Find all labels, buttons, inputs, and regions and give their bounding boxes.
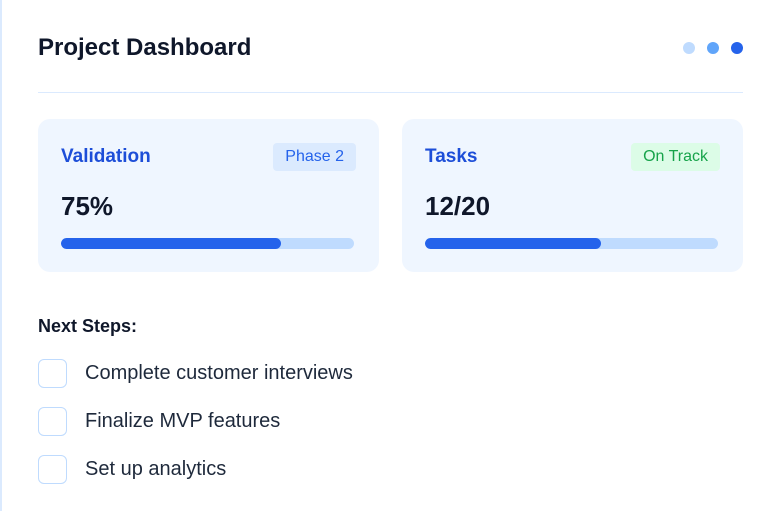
checkbox[interactable] — [38, 455, 67, 484]
card-edge — [0, 0, 2, 511]
card-label: Validation — [61, 146, 151, 167]
step-text: Set up analytics — [85, 458, 227, 480]
progress-track — [61, 238, 354, 249]
page-dot[interactable] — [731, 42, 743, 54]
card: Tasks On Track 12/20 — [402, 119, 743, 272]
value: 75% — [61, 191, 114, 221]
value: 12/20 — [425, 191, 491, 221]
page-dot[interactable] — [683, 42, 695, 54]
progress-track — [425, 238, 718, 249]
card-label: Tasks — [425, 146, 478, 167]
step-text: Complete customer interviews — [85, 362, 353, 384]
card: Validation Phase 2 75% — [38, 119, 379, 272]
badge: Phase 2 — [273, 143, 356, 171]
checkbox[interactable] — [38, 359, 67, 388]
badge: On Track — [631, 143, 720, 171]
divider — [38, 92, 743, 93]
title: Project Dashboard — [38, 34, 252, 61]
checkbox[interactable] — [38, 407, 67, 436]
progress-fill — [61, 238, 281, 249]
step-text: Finalize MVP features — [85, 410, 281, 432]
page-dot[interactable] — [707, 42, 719, 54]
progress-fill — [425, 238, 601, 249]
section-title: Next Steps: — [38, 316, 138, 336]
